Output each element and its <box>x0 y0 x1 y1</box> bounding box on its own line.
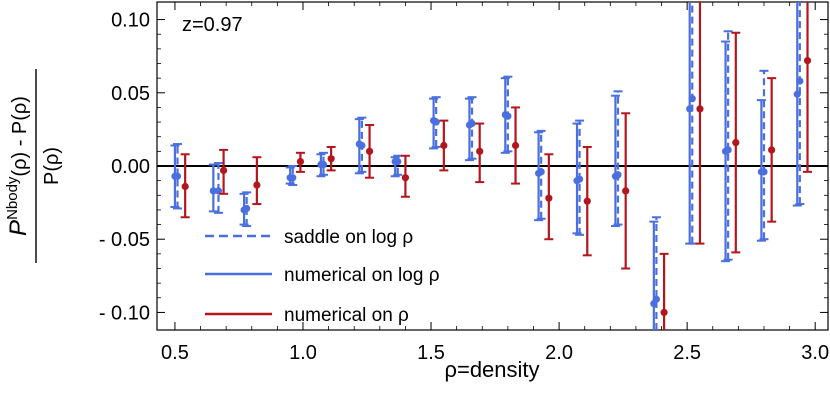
data-point <box>650 300 658 308</box>
data-point <box>171 172 179 180</box>
y-tick-label: 0.00 <box>111 156 150 178</box>
data-point <box>286 174 294 182</box>
data-point <box>721 147 730 155</box>
data-point <box>440 141 448 150</box>
x-tick-label: 2.0 <box>545 342 573 364</box>
annotation: z=0.97 <box>182 14 243 36</box>
legend-label: numerical on ρ <box>284 305 409 326</box>
x-axis-title: ρ=density <box>444 357 539 382</box>
data-point <box>573 177 581 185</box>
data-point <box>611 172 620 180</box>
marks-layer <box>170 2 813 330</box>
y-axis-title-num-rest: (ρ) - P(ρ) <box>9 96 31 177</box>
x-tick-label: 2.5 <box>673 342 701 364</box>
data-point <box>768 146 776 154</box>
data-point <box>622 187 630 195</box>
y-tick-label: 0.10 <box>111 10 150 32</box>
data-point <box>181 182 189 191</box>
data-point <box>219 166 228 174</box>
data-point <box>501 111 509 119</box>
data-point <box>327 155 335 163</box>
data-point <box>686 105 694 113</box>
data-point <box>429 117 438 125</box>
data-point <box>391 158 399 166</box>
y-tick-label: 0.05 <box>111 83 150 105</box>
data-point <box>534 169 543 177</box>
data-point <box>757 168 766 176</box>
legend-label: numerical on log ρ <box>284 265 440 286</box>
data-point <box>660 308 668 317</box>
data-point <box>465 121 474 129</box>
y-tick-label: - 0.05 <box>99 229 150 251</box>
data-point <box>476 147 484 155</box>
data-point <box>209 187 217 195</box>
data-point <box>317 160 325 169</box>
data-point <box>253 181 261 189</box>
data-point <box>214 187 223 195</box>
y-axis-title-num-main: P <box>5 220 32 236</box>
y-axis-title-num-sup: Nbody <box>4 176 21 220</box>
data-point <box>696 105 704 113</box>
y-axis-title: PNbody(ρ) - P(ρ) P(ρ) <box>4 69 63 263</box>
data-point <box>732 138 740 147</box>
x-tick-label: 1.0 <box>289 342 317 364</box>
y-tick-label: - 0.10 <box>99 302 150 324</box>
x-tick-label: 1.5 <box>417 342 445 364</box>
data-point <box>545 194 553 202</box>
data-point <box>511 141 520 150</box>
y-axis-title-numerator: PNbody(ρ) - P(ρ) <box>4 96 32 236</box>
data-point <box>803 56 812 65</box>
data-point <box>583 197 591 205</box>
x-tick-label: 0.5 <box>161 342 189 364</box>
series-1 <box>170 2 802 330</box>
ticks-layer: 0.5 1.0 1.5 2.0 2.5 3.0 0.10 0.05 0.00 - 0.05 - 0.… <box>99 2 829 364</box>
data-point <box>793 90 801 98</box>
y-axis-title-denominator: P(ρ) <box>41 147 63 185</box>
data-point <box>296 158 305 166</box>
data-point <box>365 147 374 155</box>
series-2 <box>180 2 813 330</box>
data-point <box>355 140 363 148</box>
data-point <box>401 174 410 182</box>
legend-label: saddle on log ρ <box>284 227 413 248</box>
data-point <box>240 206 248 214</box>
x-tick-label: 3.0 <box>801 342 829 364</box>
legend: saddle on log ρ numerical on log ρ numeric… <box>205 227 440 326</box>
